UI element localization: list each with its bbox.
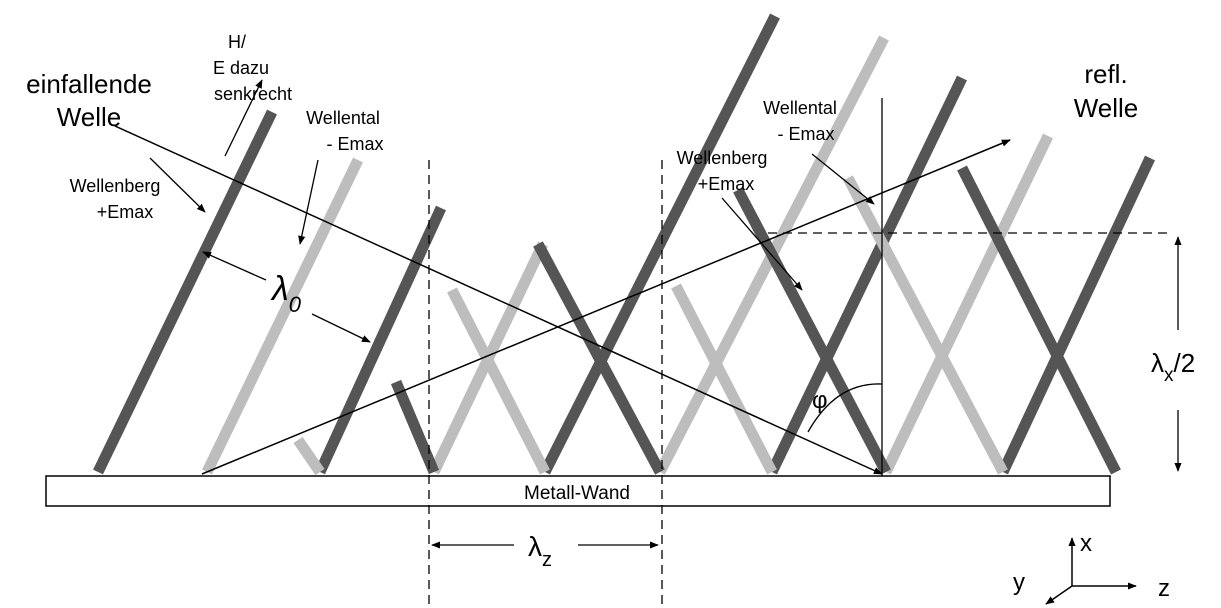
wellental-left-line1: Wellental <box>306 108 380 128</box>
phi-label: φ <box>812 387 828 414</box>
wellenberg-left-line2: +Emax <box>97 202 154 222</box>
reflected-crest-2 <box>533 241 665 475</box>
wellental-left-pointer <box>298 159 319 245</box>
axis-z-label: z <box>1158 575 1170 602</box>
reflected-trough-2 <box>447 287 550 475</box>
incident-crest-2 <box>315 205 446 475</box>
wellenberg-left-line1: Wellenberg <box>70 176 161 196</box>
coordinate-axes <box>1045 537 1137 605</box>
h-label-line3: senkrecht <box>214 84 292 104</box>
incident-crest-3 <box>540 13 780 475</box>
incident-label-line1: einfallende <box>26 69 152 99</box>
wellenberg-right-line2: +Emax <box>698 174 755 194</box>
lambdax-label: λx/2 <box>1151 348 1195 386</box>
wellental-left-line2: - Emax <box>326 134 383 154</box>
reflected-wavefronts <box>293 165 1121 476</box>
axis-x-label: x <box>1080 530 1092 557</box>
reflected-wave-label: refl. Welle <box>1074 59 1139 123</box>
reflected-trough-3 <box>671 283 777 475</box>
reflected-crest-3 <box>733 187 891 475</box>
lambda0-label: λ0 <box>270 270 302 317</box>
h-field-pointer <box>224 79 263 157</box>
reflected-label-line2: Welle <box>1074 93 1139 123</box>
wellental-right-pointer <box>811 153 875 205</box>
axis-y-label: y <box>1013 569 1025 596</box>
reflected-label-line1: refl. <box>1084 59 1127 89</box>
reflected-crest-4 <box>957 165 1121 475</box>
wellenberg-right-label: Wellenberg +Emax <box>677 148 768 194</box>
lambda0-dimension <box>202 251 371 343</box>
h-field-label: H/ E dazu senkrecht <box>213 32 292 104</box>
phi-angle-arc <box>807 383 883 433</box>
reflected-crest-1 <box>390 379 440 475</box>
incident-wave-label: einfallende Welle <box>26 69 152 132</box>
wellenberg-right-pointer <box>721 197 803 291</box>
incident-ray <box>114 125 883 475</box>
wall-label: Metall-Wand <box>524 483 630 504</box>
metal-wall <box>45 475 1111 507</box>
h-label-line2: E dazu <box>213 58 269 78</box>
y-axis-arrow <box>1045 585 1073 605</box>
reflected-ray <box>201 139 1011 475</box>
incident-crest-5 <box>998 155 1155 475</box>
lambdaz-label: λz <box>528 531 552 571</box>
lambda0-arrow-left <box>202 251 267 281</box>
lambda0-arrow-right <box>311 313 371 343</box>
wellenberg-left-pointer <box>149 157 206 213</box>
incident-crest-1 <box>93 109 277 475</box>
wellental-right-line1: Wellental <box>763 98 837 118</box>
wellental-left-label: Wellental - Emax <box>306 108 383 154</box>
incident-trough-1 <box>202 157 363 475</box>
wellental-right-line2: - Emax <box>777 124 834 144</box>
dashed-guides <box>428 160 1170 608</box>
reflected-trough-4 <box>843 175 1008 475</box>
incident-trough-4 <box>881 133 1053 475</box>
reflected-trough-1 <box>293 436 325 476</box>
incident-crest-4 <box>767 75 967 475</box>
wellental-right-label: Wellental - Emax <box>763 98 837 144</box>
pointer-arrows <box>149 79 875 291</box>
h-label-line1: H/ <box>228 32 246 52</box>
incident-label-line2: Welle <box>57 102 122 132</box>
wellenberg-left-label: Wellenberg +Emax <box>70 176 161 222</box>
wellenberg-right-line1: Wellenberg <box>677 148 768 168</box>
